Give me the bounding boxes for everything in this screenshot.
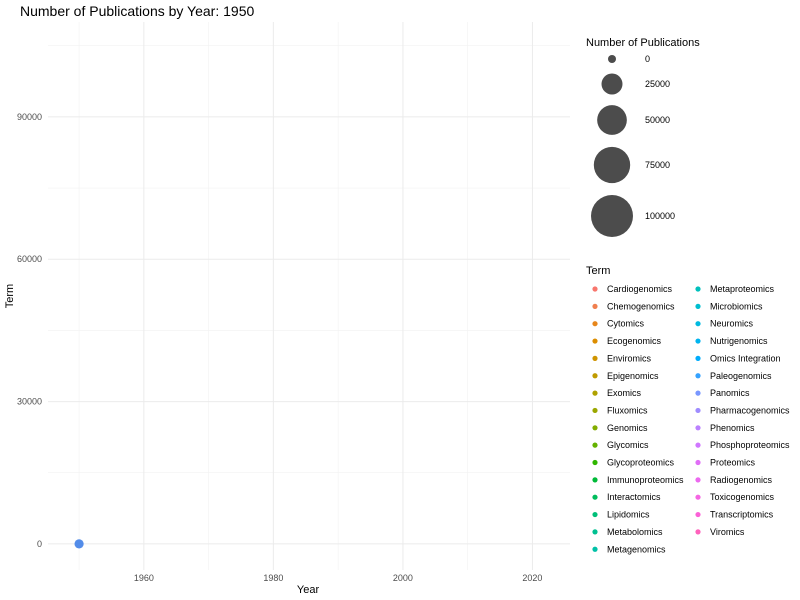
size-legend-label: 75000 (645, 160, 670, 170)
color-legend-label: Epigenomics (607, 371, 659, 381)
color-legend-label: Immunoproteomics (607, 475, 684, 485)
color-legend-key (695, 321, 701, 327)
color-legend-label: Genomics (607, 423, 648, 433)
color-legend-key (592, 286, 598, 292)
data-point (74, 539, 84, 549)
color-legend-label: Transcriptomics (710, 510, 774, 520)
color-legend-label: Panomics (710, 388, 750, 398)
size-legend-label: 25000 (645, 79, 670, 89)
size-legend-label: 100000 (645, 211, 675, 221)
color-legend-key (592, 511, 598, 518)
x-tick-label: 2000 (393, 573, 413, 583)
color-legend-label: Glycoproteomics (607, 458, 675, 468)
color-legend-label: Proteomics (710, 458, 756, 468)
color-legend-label: Ecogenomics (607, 336, 662, 346)
x-axis-title: Year (297, 584, 320, 596)
color-legend-key (695, 477, 701, 483)
color-legend-key (695, 442, 701, 448)
size-legend-label: 50000 (645, 115, 670, 125)
size-legend-key (591, 195, 633, 237)
color-legend-label: Glycomics (607, 440, 649, 450)
color-legend-label: Nutrigenomics (710, 336, 768, 346)
color-legend-key (592, 477, 598, 483)
color-legend-key (695, 303, 701, 309)
color-legend-label: Metagenomics (607, 544, 666, 554)
color-legend-label: Paleogenomics (710, 371, 772, 381)
color-legend-key (695, 459, 701, 466)
y-tick-label: 0 (37, 539, 42, 549)
color-legend-label: Metabolomics (607, 527, 663, 537)
size-legend-title: Number of Publications (586, 37, 700, 49)
size-legend-key (608, 55, 616, 63)
color-legend-label: Microbiomics (710, 301, 763, 311)
x-tick-label: 1980 (263, 573, 283, 583)
color-legend-key (592, 546, 598, 552)
color-legend-key (592, 355, 598, 361)
color-legend-key (695, 373, 701, 379)
color-legend-label: Viromics (710, 527, 745, 537)
y-tick-label: 90000 (17, 112, 42, 122)
color-legend-key (695, 286, 701, 292)
color-legend-key (695, 511, 701, 518)
color-legend: Term Cardiogenomics Chemogenomics Cytomics… (586, 265, 790, 554)
color-legend-label: Phenomics (710, 423, 755, 433)
color-legend-label: Neuromics (710, 319, 754, 329)
plot-area: 1960 1980 2000 2020 0 30000 60000 90000 (17, 22, 570, 583)
color-legend-key (695, 390, 701, 396)
color-legend-key (592, 390, 598, 396)
color-legend-label: Exomics (607, 388, 642, 398)
color-legend-key (592, 338, 598, 344)
color-legend-label: Pharmacogenomics (710, 405, 790, 415)
color-legend-key (592, 321, 598, 327)
color-legend-label: Enviromics (607, 353, 652, 363)
color-legend-label: Cardiogenomics (607, 284, 673, 294)
color-legend-label: Cytomics (607, 319, 645, 329)
color-legend-key (695, 529, 701, 535)
color-legend-key (592, 425, 598, 431)
color-legend-key (592, 529, 598, 535)
color-legend-key (695, 494, 701, 500)
color-legend-label: Lipidomics (607, 510, 650, 520)
y-axis-title: Term (4, 284, 16, 308)
color-legend-label: Interactomics (607, 492, 661, 502)
color-legend-key (592, 442, 598, 448)
x-tick-label: 2020 (522, 573, 542, 583)
color-legend-key (695, 407, 701, 414)
color-legend-label: Chemogenomics (607, 301, 675, 311)
color-legend-key (592, 407, 598, 414)
size-legend-label: 0 (645, 54, 650, 64)
size-legend-key (597, 105, 627, 135)
color-legend-key (592, 303, 598, 309)
color-legend-key (592, 494, 598, 500)
y-tick-label: 30000 (17, 397, 42, 407)
color-legend-title: Term (586, 265, 610, 277)
color-legend-label: Phosphoproteomics (710, 440, 790, 450)
color-legend-label: Radiogenomics (710, 475, 773, 485)
color-legend-key (592, 373, 598, 379)
color-legend-key (592, 459, 598, 466)
color-legend-key (695, 425, 701, 431)
size-legend-key (601, 73, 623, 95)
color-legend-label: Fluxomics (607, 405, 648, 415)
color-legend-label: Toxicogenomics (710, 492, 775, 502)
size-legend-key (593, 146, 631, 184)
color-legend-key (695, 355, 701, 361)
y-tick-label: 60000 (17, 254, 42, 264)
color-legend-label: Omics Integration (710, 353, 781, 363)
color-legend-label: Metaproteomics (710, 284, 775, 294)
x-tick-label: 1960 (134, 573, 154, 583)
color-legend-key (695, 338, 701, 344)
chart-title: Number of Publications by Year: 1950 (20, 3, 254, 19)
size-legend: Number of Publications 0 25000 50000 75000 1… (586, 37, 700, 237)
